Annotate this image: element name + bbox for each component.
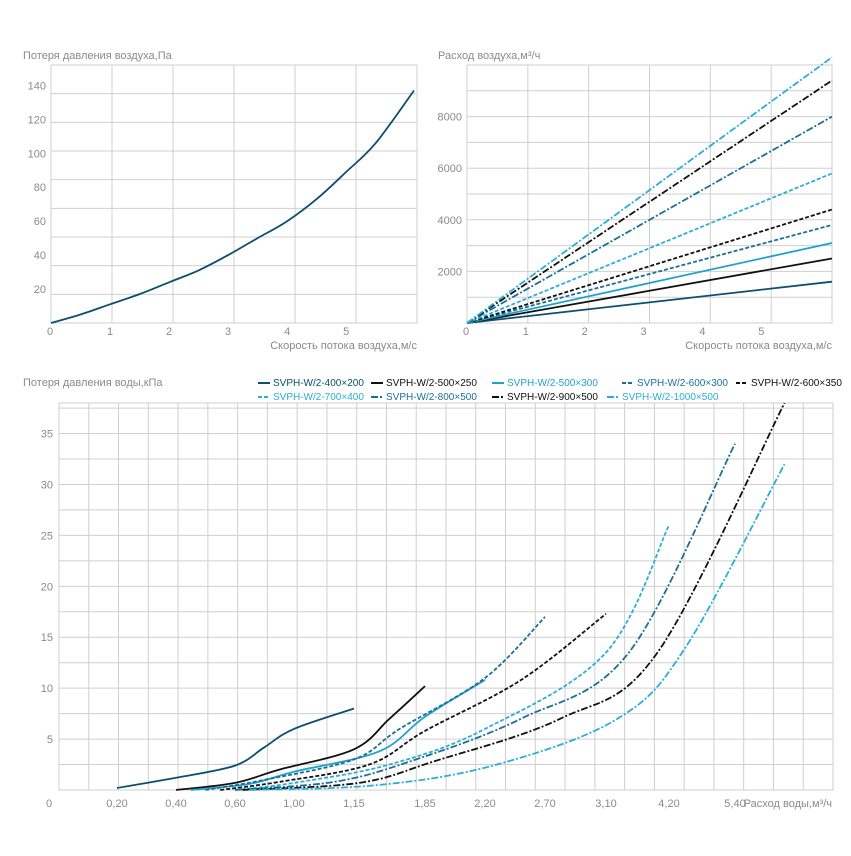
series-line [466,224,833,324]
x-tick-label: 0,60 [224,798,245,810]
x-axis-label: Скорость потока воздуха,м/с [270,340,417,352]
series-line [220,613,607,791]
y-tick-label: 25 [41,530,53,542]
x-tick-label: 2 [166,326,172,338]
series-line [466,79,833,324]
y-tick-label: 15 [41,632,53,644]
legend-label: SVPH-W/2-1000×500 [622,392,719,403]
legend-label: SVPH-W/2-500×250 [386,378,477,389]
x-tick-label: 1,00 [283,798,304,810]
origin-label: 0 [47,326,53,338]
y-axis-label: Потеря давления воздуха,Па [23,50,173,62]
y-tick-label: 100 [28,148,46,160]
legend-label: SVPH-W/2-600×350 [751,378,842,389]
x-tick-label: 1 [107,326,113,338]
series-line [50,89,415,324]
x-tick-label: 3,10 [595,798,616,810]
x-tick-label: 1,15 [343,798,364,810]
series-line [190,679,486,791]
x-tick-label: 2,20 [474,798,495,810]
y-tick-label: 60 [34,216,46,228]
y-tick-label: 40 [34,250,46,262]
series-line [234,443,736,791]
y-tick-label: 35 [41,429,53,441]
y-tick-label: 120 [28,114,46,126]
y-tick-label: 10 [41,683,53,695]
series-line [234,524,670,791]
x-tick-label: 0,40 [165,798,186,810]
y-tick-label: 30 [41,479,53,491]
y-tick-label: 20 [34,284,46,296]
series-line [466,242,833,324]
x-tick-label: 1 [523,326,529,338]
y-axis-label: Потеря давления воды,кПа [23,377,163,389]
series-line [242,402,786,791]
legend-label: SVPH-W/2-900×500 [507,392,598,403]
y-tick-label: 20 [41,581,53,593]
y-tick-label: 4000 [438,215,462,227]
x-tick-label: 2,70 [534,798,555,810]
series-line [466,280,833,324]
plot-frame [50,64,418,324]
x-tick-label: 0,20 [106,798,127,810]
y-tick-label: 80 [34,182,46,194]
x-tick-label: 5,40 [724,798,745,810]
series-line [249,463,786,791]
y-tick-label: 6000 [438,163,462,175]
x-tick-label: 2 [582,326,588,338]
origin-label: 0 [46,798,52,810]
legend-label: SVPH-W/2-500×300 [507,378,598,389]
plot-frame [58,402,834,791]
series-line [466,172,833,324]
x-tick-label: 5 [343,326,349,338]
x-tick-label: 1,85 [414,798,435,810]
x-tick-label: 4,20 [658,798,679,810]
x-tick-label: 3 [641,326,647,338]
series-line [175,685,426,791]
legend-label: SVPH-W/2-700×400 [273,392,364,403]
y-tick-label: 5 [47,734,53,746]
plot-frame [466,64,833,324]
y-axis-label: Расход воздуха,м³/ч [438,50,540,62]
x-tick-label: 4 [284,326,290,338]
y-tick-label: 8000 [438,112,462,124]
legend-label: SVPH-W/2-400×200 [273,378,364,389]
x-tick-label: 5 [758,326,764,338]
series-line [466,257,833,324]
origin-label: 0 [463,326,469,338]
series-line [466,115,833,324]
x-axis-label: Скорость потока воздуха,м/с [685,340,832,352]
x-tick-label: 3 [225,326,231,338]
series-line [466,56,833,324]
y-tick-label: 2000 [438,266,462,278]
series-line [116,707,355,789]
series-line [205,616,546,791]
legend-label: SVPH-W/2-800×500 [386,392,477,403]
x-axis-label: Расход воды,м³/ч [744,798,832,810]
legend-label: SVPH-W/2-600×300 [637,378,728,389]
y-tick-label: 140 [28,80,46,92]
x-tick-label: 4 [699,326,705,338]
